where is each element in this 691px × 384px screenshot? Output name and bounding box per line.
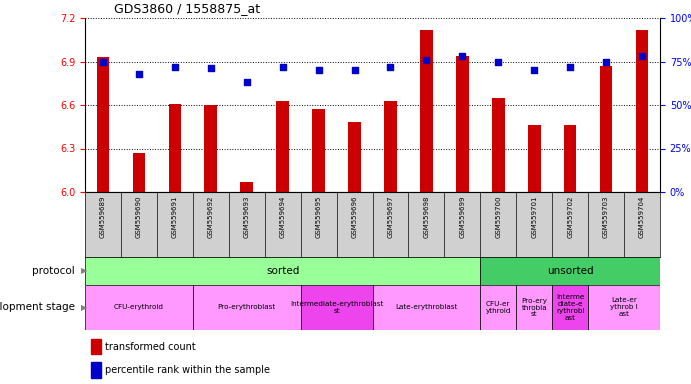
Text: ▶: ▶: [81, 303, 88, 312]
Text: Late-erythroblast: Late-erythroblast: [395, 305, 457, 311]
Point: [313, 67, 324, 73]
Bar: [480, 257, 660, 285]
Bar: [492, 98, 504, 192]
Bar: [133, 153, 145, 192]
Point: [529, 67, 540, 73]
Bar: [516, 285, 552, 330]
Text: Pro-ery
throbla
st: Pro-ery throbla st: [521, 298, 547, 318]
Bar: [193, 285, 301, 330]
Text: GSM559691: GSM559691: [172, 195, 178, 238]
Bar: [169, 104, 181, 192]
Text: GSM559702: GSM559702: [567, 195, 573, 238]
Text: transformed count: transformed count: [105, 342, 196, 352]
Text: GSM559703: GSM559703: [603, 195, 609, 238]
Bar: [85, 257, 480, 285]
Text: GSM559692: GSM559692: [208, 195, 214, 238]
Text: GDS3860 / 1558875_at: GDS3860 / 1558875_at: [114, 2, 260, 15]
Bar: [384, 101, 397, 192]
Point: [636, 53, 647, 60]
Bar: [552, 285, 588, 330]
Bar: [276, 101, 289, 192]
Point: [97, 58, 108, 65]
Point: [493, 58, 504, 65]
Point: [349, 67, 360, 73]
Text: Interme
diate-e
rythrobl
ast: Interme diate-e rythrobl ast: [556, 294, 585, 321]
Text: GSM559700: GSM559700: [495, 195, 501, 238]
Text: Intermediate-erythroblast
st: Intermediate-erythroblast st: [290, 301, 384, 314]
Bar: [348, 122, 361, 192]
Text: GSM559699: GSM559699: [460, 195, 465, 238]
Bar: [600, 66, 612, 192]
Bar: [301, 285, 372, 330]
Text: ▶: ▶: [81, 266, 88, 275]
Text: unsorted: unsorted: [547, 266, 594, 276]
Bar: [564, 125, 576, 192]
Point: [169, 64, 180, 70]
Bar: [205, 105, 217, 192]
Text: sorted: sorted: [266, 266, 299, 276]
Text: GSM559697: GSM559697: [388, 195, 393, 238]
Text: CFU-erythroid: CFU-erythroid: [114, 305, 164, 311]
Point: [565, 64, 576, 70]
Bar: [480, 285, 516, 330]
Text: development stage: development stage: [0, 303, 75, 313]
Point: [205, 65, 216, 71]
Text: GSM559693: GSM559693: [244, 195, 249, 238]
Bar: [588, 285, 660, 330]
Bar: [97, 57, 109, 192]
Bar: [528, 125, 540, 192]
Text: protocol: protocol: [32, 266, 75, 276]
Bar: [91, 339, 101, 354]
Point: [133, 71, 144, 77]
Text: Pro-erythroblast: Pro-erythroblast: [218, 305, 276, 311]
Bar: [372, 285, 480, 330]
Bar: [636, 30, 648, 192]
Point: [600, 58, 612, 65]
Bar: [312, 109, 325, 192]
Text: GSM559689: GSM559689: [100, 195, 106, 238]
Text: Late-er
ythrob l
ast: Late-er ythrob l ast: [610, 298, 638, 318]
Bar: [456, 56, 468, 192]
Bar: [420, 30, 433, 192]
Text: GSM559690: GSM559690: [136, 195, 142, 238]
Text: GSM559704: GSM559704: [639, 195, 645, 238]
Text: CFU-er
ythroid: CFU-er ythroid: [486, 301, 511, 314]
Bar: [85, 285, 193, 330]
Text: GSM559701: GSM559701: [531, 195, 537, 238]
Point: [457, 53, 468, 60]
Point: [241, 79, 252, 86]
Bar: [240, 182, 253, 192]
Text: GSM559696: GSM559696: [352, 195, 357, 238]
Text: GSM559695: GSM559695: [316, 195, 321, 238]
Text: percentile rank within the sample: percentile rank within the sample: [105, 365, 270, 375]
Text: GSM559698: GSM559698: [424, 195, 429, 238]
Point: [385, 64, 396, 70]
Bar: [91, 362, 101, 377]
Point: [421, 57, 432, 63]
Text: GSM559694: GSM559694: [280, 195, 285, 238]
Point: [277, 64, 288, 70]
